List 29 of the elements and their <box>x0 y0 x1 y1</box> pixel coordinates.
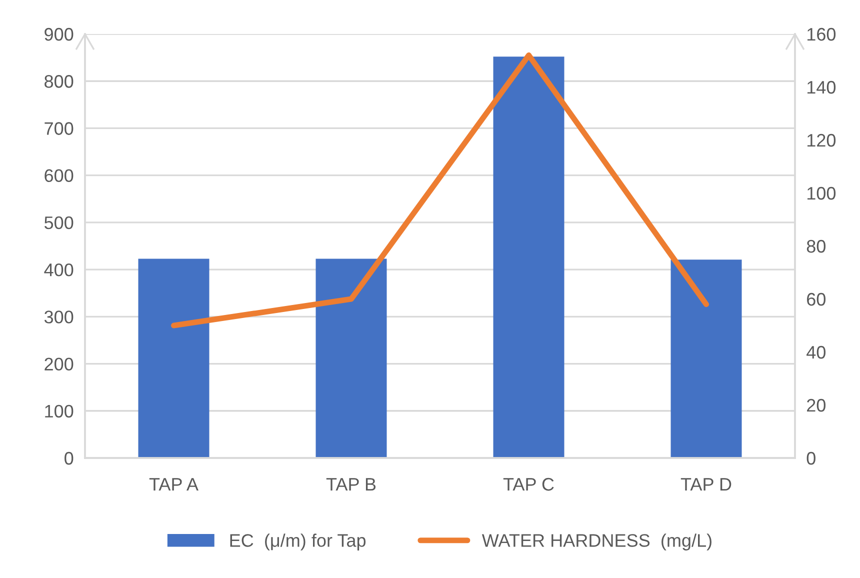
y2-tick-label: 40 <box>806 346 826 359</box>
legend-label: WATER HARDNESS (mg/L) <box>482 534 712 550</box>
y-tick-label: 900 <box>44 28 74 41</box>
bar <box>493 56 564 458</box>
y-tick-label: 500 <box>44 216 74 230</box>
y-tick-label: 200 <box>44 358 74 370</box>
legend-label: EC (μ/m) for Tap <box>230 534 366 550</box>
y2-tick-label: 120 <box>807 134 836 147</box>
bar <box>316 258 387 458</box>
x-tick-label: TAP C <box>503 478 554 491</box>
y2-tick-label: 160 <box>807 28 836 41</box>
y-tick-label: 800 <box>44 75 74 88</box>
bar <box>138 258 210 458</box>
y2-tick-label: 20 <box>807 398 826 412</box>
y-tick-label: 300 <box>44 310 74 324</box>
y-tick-label: 100 <box>45 404 74 418</box>
y-tick-label: 600 <box>44 169 74 182</box>
y2-tick-label: 80 <box>806 240 826 253</box>
y2-tick-label: 140 <box>807 80 836 94</box>
y-tick-label: 400 <box>44 263 74 276</box>
y-tick-label: 0 <box>64 452 74 465</box>
y-tick-label: 700 <box>44 122 74 135</box>
bar <box>670 260 742 458</box>
x-tick-label: TAP D <box>680 478 732 491</box>
x-tick-label: TAP A <box>149 478 198 491</box>
y2-tick-label: 100 <box>807 186 836 200</box>
y2-tick-label: 0 <box>806 452 816 465</box>
x-tick-label: TAP B <box>326 478 376 491</box>
y2-tick-label: 60 <box>807 292 826 306</box>
